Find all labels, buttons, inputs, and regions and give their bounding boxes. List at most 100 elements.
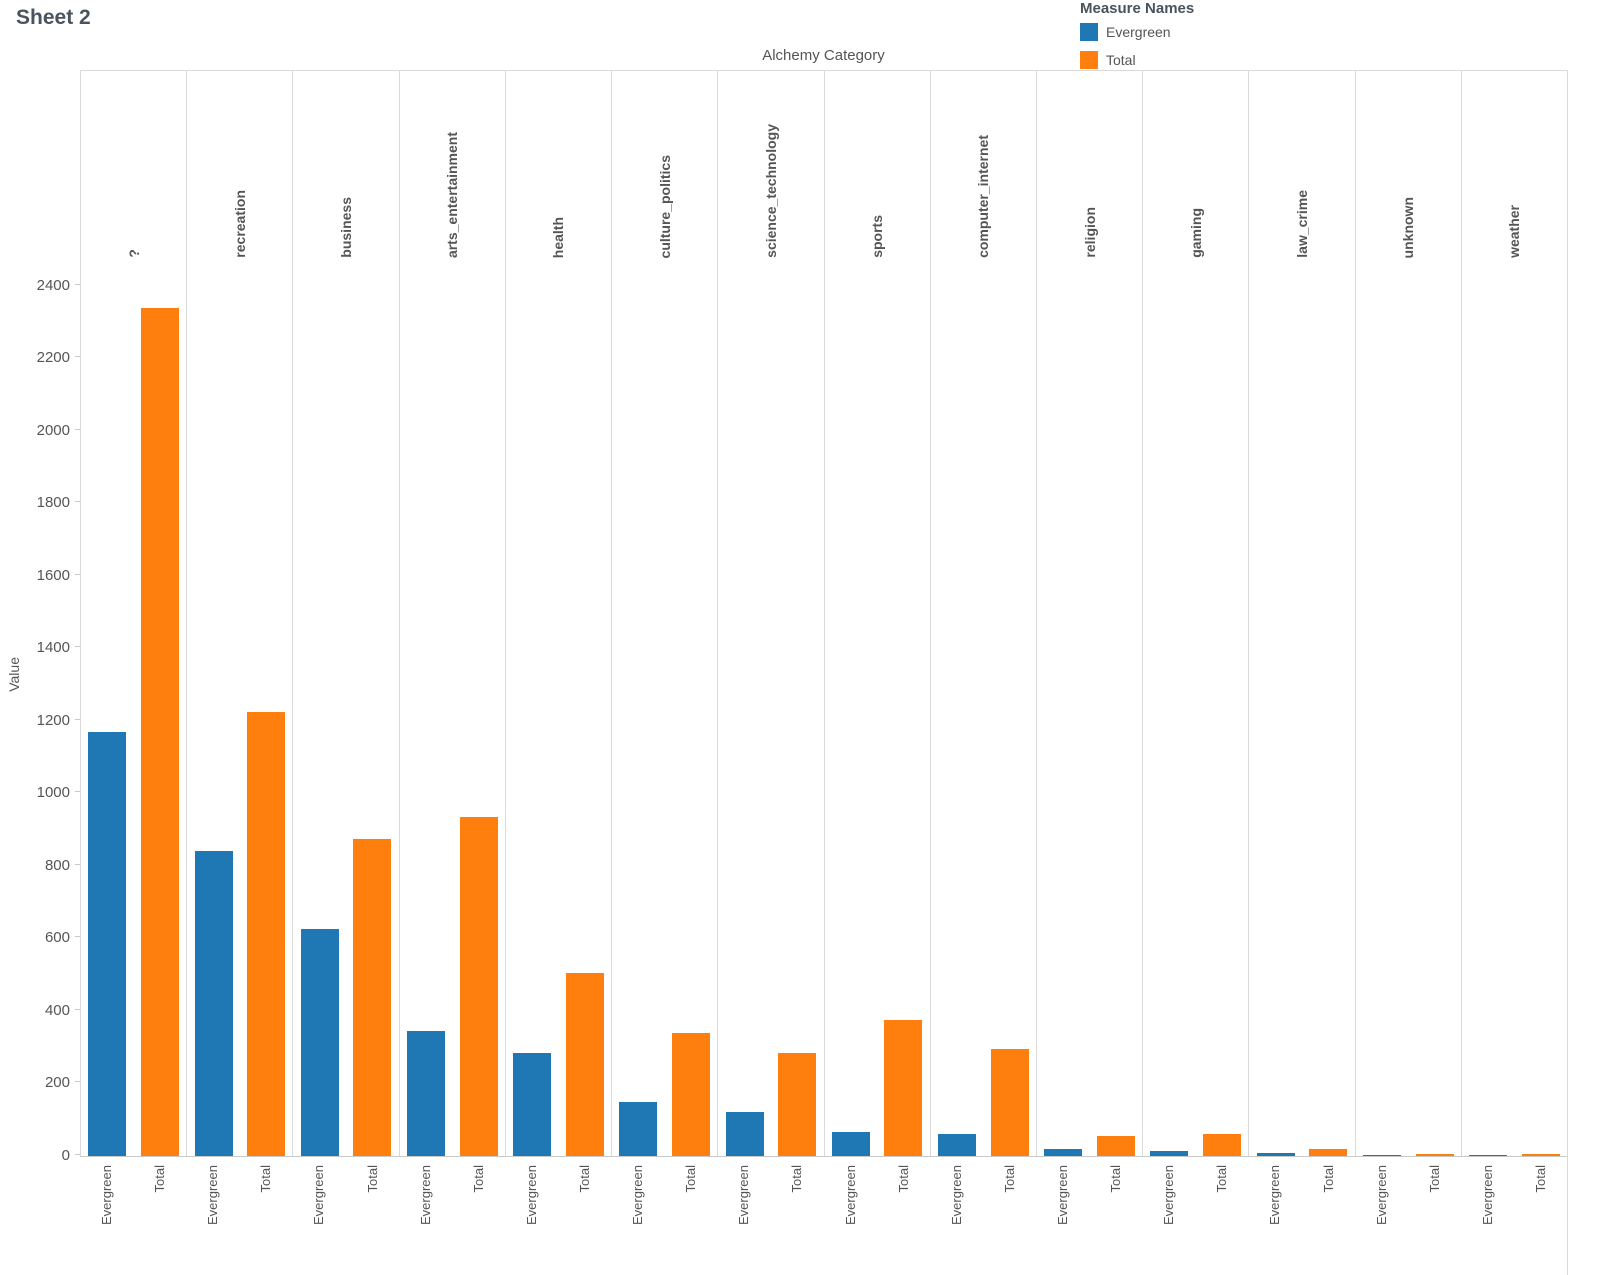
category-panel <box>611 266 717 1156</box>
legend-item[interactable]: Total <box>1080 51 1194 69</box>
x-axis-cell: Evergreen Total <box>824 1157 930 1275</box>
x-axis-label-slot: Evergreen <box>717 1157 770 1225</box>
x-axis-series-label: Total <box>152 1165 168 1193</box>
x-axis-series-label: Total <box>1001 1165 1017 1193</box>
bar-evergreen-?[interactable] <box>88 732 127 1156</box>
legend-items: Evergreen Total <box>1080 23 1194 69</box>
x-axis-cell: Evergreen Total <box>80 1157 186 1275</box>
bar-evergreen-science_technology[interactable] <box>725 1112 764 1156</box>
x-axis-series-label: Evergreen <box>417 1165 433 1225</box>
x-axis-cell: Evergreen Total <box>1355 1157 1461 1275</box>
bar-total-arts_entertainment[interactable] <box>459 817 498 1156</box>
x-axis-series-label: Evergreen <box>311 1165 327 1225</box>
y-tick-label: 400 <box>44 1002 70 1019</box>
category-panel <box>80 266 186 1156</box>
bar-slot <box>1196 266 1249 1156</box>
bar-evergreen-weather[interactable] <box>1469 1155 1508 1156</box>
category-header-cell: arts_entertainment <box>398 71 505 266</box>
bar-total-religion[interactable] <box>1096 1136 1135 1156</box>
category-panel <box>929 266 1036 1156</box>
x-axis-label-slot: Evergreen <box>1355 1157 1408 1225</box>
bar-evergreen-arts_entertainment[interactable] <box>406 1031 445 1156</box>
bar-slot <box>825 266 878 1156</box>
x-axis-series-label: Evergreen <box>948 1165 964 1225</box>
x-axis-label-slot: Total <box>770 1157 823 1192</box>
legend-swatch-icon <box>1080 51 1098 69</box>
bar-evergreen-unknown[interactable] <box>1362 1155 1401 1156</box>
bar-evergreen-gaming[interactable] <box>1150 1151 1189 1156</box>
x-axis-series-label: Evergreen <box>630 1165 646 1225</box>
bar-evergreen-computer_internet[interactable] <box>938 1134 977 1156</box>
category-header-cell: business <box>292 71 398 266</box>
category-panel <box>1248 266 1354 1156</box>
y-tick-mark <box>75 356 80 357</box>
y-tick-label: 2000 <box>36 422 70 439</box>
bar-evergreen-business[interactable] <box>300 929 339 1156</box>
x-axis-label-slot: Evergreen <box>1036 1157 1089 1225</box>
x-axis-series-label: Total <box>364 1165 380 1193</box>
x-axis-cell: Evergreen Total <box>1248 1157 1354 1275</box>
bar-total-health[interactable] <box>565 973 604 1156</box>
bar-evergreen-sports[interactable] <box>831 1132 870 1156</box>
category-panel <box>1460 266 1567 1156</box>
category-panel <box>1354 266 1461 1156</box>
bar-evergreen-law_crime[interactable] <box>1256 1153 1295 1156</box>
bar-total-business[interactable] <box>353 839 392 1156</box>
x-axis-cell: Evergreen Total <box>505 1157 611 1275</box>
column-axis-title: Alchemy Category <box>762 47 885 64</box>
bar-total-science_technology[interactable] <box>778 1053 817 1156</box>
category-panel <box>398 266 505 1156</box>
category-header-cell: gaming <box>1142 71 1248 266</box>
legend: Measure Names Evergreen Total <box>1080 0 1194 79</box>
x-axis-series-label: Evergreen <box>1161 1165 1177 1225</box>
category-label: sports <box>869 215 886 258</box>
category-panel <box>186 266 292 1156</box>
bar-total-unknown[interactable] <box>1415 1154 1454 1156</box>
bar-evergreen-culture_politics[interactable] <box>619 1102 658 1156</box>
x-axis-label-slot: Total <box>877 1157 930 1192</box>
x-axis-label-slot: Evergreen <box>824 1157 877 1225</box>
category-header-cell: recreation <box>186 71 292 266</box>
y-tick-label: 2200 <box>36 349 70 366</box>
x-axis-series-label: Total <box>1320 1165 1336 1193</box>
x-axis-series-label: Total <box>683 1165 699 1193</box>
legend-swatch-icon <box>1080 23 1098 41</box>
x-axis-cell: Evergreen Total <box>1461 1157 1567 1275</box>
bar-slot <box>187 266 240 1156</box>
category-header-cell: culture_politics <box>611 71 717 266</box>
bar-evergreen-religion[interactable] <box>1044 1149 1083 1156</box>
x-axis-series-label: Evergreen <box>1267 1165 1283 1225</box>
y-tick-mark <box>75 1009 80 1010</box>
category-header-cell: science_technology <box>717 71 823 266</box>
bar-evergreen-recreation[interactable] <box>194 851 233 1156</box>
bar-total-weather[interactable] <box>1521 1154 1560 1156</box>
bar-total-sports[interactable] <box>884 1020 923 1156</box>
bar-slot <box>240 266 293 1156</box>
bar-total-computer_internet[interactable] <box>990 1049 1029 1156</box>
x-axis-label-slot: Evergreen <box>1461 1157 1514 1225</box>
x-axis-label-slot: Total <box>664 1157 717 1192</box>
y-tick-label: 600 <box>44 929 70 946</box>
x-axis-series-label: Total <box>1108 1165 1124 1193</box>
bar-total-gaming[interactable] <box>1203 1134 1242 1156</box>
y-tick-label: 1000 <box>36 784 70 801</box>
category-header-cell: ? <box>80 71 186 266</box>
legend-item[interactable]: Evergreen <box>1080 23 1194 41</box>
bar-total-?[interactable] <box>140 308 179 1156</box>
bar-total-culture_politics[interactable] <box>672 1033 710 1156</box>
bar-slot <box>771 266 824 1156</box>
category-header-cell: computer_internet <box>929 71 1036 266</box>
bar-total-law_crime[interactable] <box>1309 1149 1348 1156</box>
x-axis-label-slot: Evergreen <box>186 1157 239 1225</box>
legend-title: Measure Names <box>1080 0 1195 17</box>
sheet-title: Sheet 2 <box>16 6 91 29</box>
y-tick-mark <box>75 936 80 937</box>
x-axis-label-slot: Total <box>239 1157 292 1192</box>
x-axis-cell: Evergreen Total <box>186 1157 292 1275</box>
x-axis-series-label: Evergreen <box>1373 1165 1389 1225</box>
bar-slot <box>1408 266 1461 1156</box>
x-axis-label-slot: Total <box>983 1157 1036 1192</box>
bar-total-recreation[interactable] <box>247 712 286 1156</box>
bar-evergreen-health[interactable] <box>513 1053 552 1156</box>
category-header-cell: weather <box>1460 71 1567 266</box>
